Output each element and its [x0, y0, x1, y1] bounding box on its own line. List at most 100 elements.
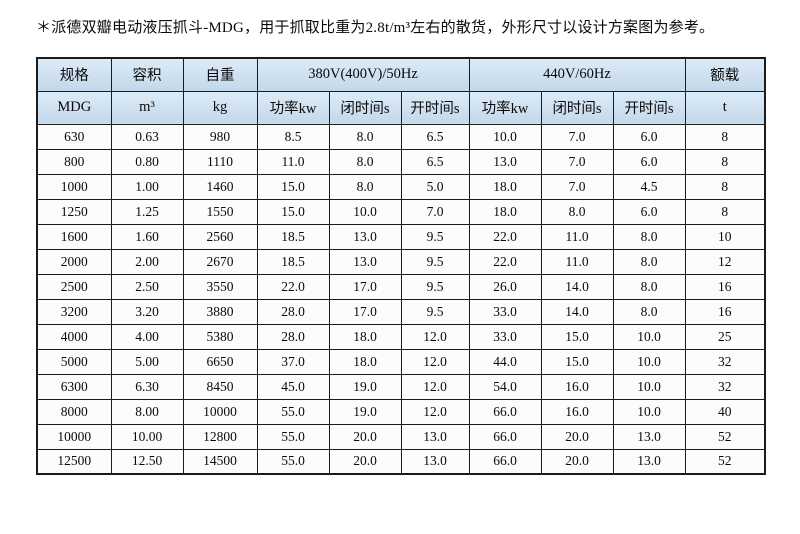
cell: 1550 [182, 198, 258, 225]
cell: 10.0 [468, 123, 542, 150]
cell: 12.0 [400, 348, 470, 375]
table-row: 6300 6.30 8450 45.0 19.0 12.0 54.0 16.0 10.0 32 [36, 373, 766, 400]
cell: 19.0 [328, 373, 402, 400]
group-header-cell: 规格 [36, 57, 112, 92]
cell: 4000 [36, 323, 112, 350]
cell: 1460 [182, 173, 258, 200]
cell: 5.00 [110, 348, 184, 375]
cell: 7.0 [540, 173, 614, 200]
cell: 8 [684, 123, 766, 150]
table-row: 1250 1.25 1550 15.0 10.0 7.0 18.0 8.0 6.0 8 [36, 198, 766, 225]
cell: 22.0 [468, 248, 542, 275]
cell: 32 [684, 348, 766, 375]
cell: 5380 [182, 323, 258, 350]
cell: 15.0 [540, 323, 614, 350]
cell: 55.0 [256, 423, 330, 450]
cell: 1110 [182, 148, 258, 175]
cell: 66.0 [468, 423, 542, 450]
cell: 15.0 [256, 198, 330, 225]
cell: 8.0 [540, 198, 614, 225]
cell: 16 [684, 298, 766, 325]
cell: 10.0 [328, 198, 402, 225]
cell: 13.0 [400, 448, 470, 475]
cell: 66.0 [468, 398, 542, 425]
cell: 630 [36, 123, 112, 150]
cell: 33.0 [468, 298, 542, 325]
cell: 18.0 [328, 348, 402, 375]
cell: 18.5 [256, 248, 330, 275]
cell: 10000 [182, 398, 258, 425]
cell: 10.00 [110, 423, 184, 450]
cell: 20.0 [328, 423, 402, 450]
cell: 8 [684, 173, 766, 200]
cell: 9.5 [400, 223, 470, 250]
cell: 32 [684, 373, 766, 400]
cell: 6650 [182, 348, 258, 375]
cell: 11.0 [540, 223, 614, 250]
cell: 0.63 [110, 123, 184, 150]
cell: 2.50 [110, 273, 184, 300]
table-row: 5000 5.00 6650 37.0 18.0 12.0 44.0 15.0 10.0 32 [36, 348, 766, 375]
cell: 6.30 [110, 373, 184, 400]
cell: 40 [684, 398, 766, 425]
cell: 8.0 [612, 273, 686, 300]
header-unit-row: MDG m³ kg 功率kw 闭时间s 开时间s 功率kw 闭时间s 开时间s t [36, 90, 766, 125]
cell: 12500 [36, 448, 112, 475]
cell: 16.0 [540, 373, 614, 400]
cell: 8 [684, 198, 766, 225]
cell: 10.0 [612, 398, 686, 425]
cell: 7.0 [540, 148, 614, 175]
cell: 0.80 [110, 148, 184, 175]
cell: 1.60 [110, 223, 184, 250]
table-body: 630 0.63 980 8.5 8.0 6.5 10.0 7.0 6.0 8 800 0.80 111… [36, 123, 766, 475]
table-header: 规格 容积 自重 380V(400V)/50Hz 440V/60Hz 额载 MDG m³ kg 功… [36, 57, 766, 125]
table-row: 4000 4.00 5380 28.0 18.0 12.0 33.0 15.0 10.0 25 [36, 323, 766, 350]
cell: 10.0 [612, 323, 686, 350]
cell: 25 [684, 323, 766, 350]
table-row: 8000 8.00 10000 55.0 19.0 12.0 66.0 16.0 10.0 40 [36, 398, 766, 425]
cell: 52 [684, 423, 766, 450]
cell: 6300 [36, 373, 112, 400]
cell: 8.0 [328, 173, 402, 200]
cell: 8.5 [256, 123, 330, 150]
group-header-cell: 380V(400V)/50Hz [256, 57, 470, 92]
unit-header-cell: MDG [36, 90, 112, 125]
cell: 13.0 [328, 248, 402, 275]
cell: 5.0 [400, 173, 470, 200]
cell: 8.0 [328, 123, 402, 150]
cell: 8.0 [612, 248, 686, 275]
cell: 55.0 [256, 448, 330, 475]
cell: 16.0 [540, 398, 614, 425]
cell: 52 [684, 448, 766, 475]
cell: 1250 [36, 198, 112, 225]
cell: 8 [684, 148, 766, 175]
cell: 6.0 [612, 123, 686, 150]
cell: 45.0 [256, 373, 330, 400]
cell: 10000 [36, 423, 112, 450]
cell: 28.0 [256, 323, 330, 350]
cell: 8450 [182, 373, 258, 400]
cell: 10.0 [612, 373, 686, 400]
cell: 3550 [182, 273, 258, 300]
cell: 2.00 [110, 248, 184, 275]
cell: 3200 [36, 298, 112, 325]
cell: 4.00 [110, 323, 184, 350]
group-header-cell: 440V/60Hz [468, 57, 686, 92]
cell: 13.0 [400, 423, 470, 450]
cell: 22.0 [468, 223, 542, 250]
cell: 22.0 [256, 273, 330, 300]
unit-header-cell: m³ [110, 90, 184, 125]
unit-header-cell: 闭时间s [540, 90, 614, 125]
cell: 2000 [36, 248, 112, 275]
cell: 15.0 [256, 173, 330, 200]
cell: 17.0 [328, 298, 402, 325]
unit-header-cell: 开时间s [612, 90, 686, 125]
table-row: 630 0.63 980 8.5 8.0 6.5 10.0 7.0 6.0 8 [36, 123, 766, 150]
table-row: 1000 1.00 1460 15.0 8.0 5.0 18.0 7.0 4.5 8 [36, 173, 766, 200]
table-row: 12500 12.50 14500 55.0 20.0 13.0 66.0 20.0 13.0 5… [36, 448, 766, 475]
cell: 12.0 [400, 373, 470, 400]
cell: 18.0 [468, 173, 542, 200]
cell: 8000 [36, 398, 112, 425]
cell: 7.0 [540, 123, 614, 150]
